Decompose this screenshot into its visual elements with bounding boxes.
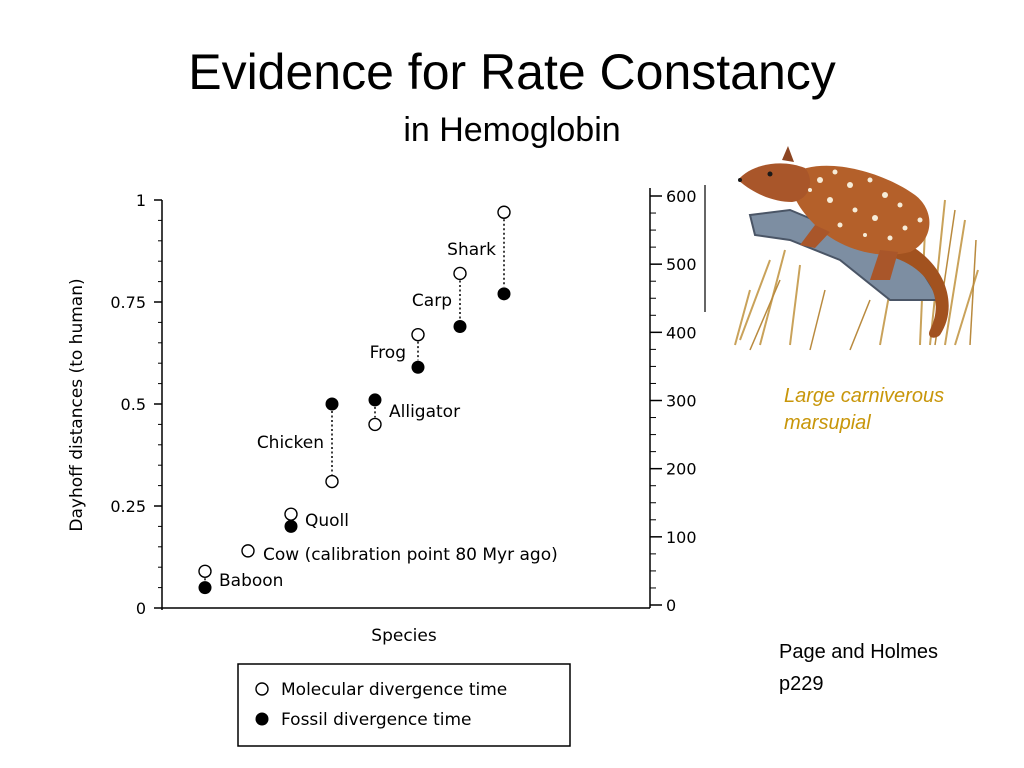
species-label: Quoll (305, 511, 349, 531)
fossil-point (411, 360, 425, 374)
y2-tick-label: 0 (666, 596, 676, 615)
y-axis-label: Dayhoff distances (to human) (67, 278, 87, 531)
species-label: Baboon (219, 571, 283, 591)
y-tick-label: 0.25 (110, 497, 146, 516)
legend-fossil-marker (255, 712, 269, 726)
y2-tick-label: 300 (666, 392, 697, 411)
species-label: Shark (447, 240, 496, 260)
molecular-point (497, 205, 511, 219)
y-tick-label: 0.75 (110, 293, 146, 312)
fossil-point (368, 393, 382, 407)
y2-tick-label: 400 (666, 323, 697, 342)
molecular-point (453, 266, 467, 281)
legend-molecular-marker (255, 682, 269, 696)
molecular-point (411, 327, 425, 342)
y-tick-label: 0.5 (121, 395, 146, 414)
y2-tick-label: 100 (666, 528, 697, 547)
x-axis-label: Species (371, 626, 437, 646)
legend-label: Fossil divergence time (281, 710, 472, 730)
y2-tick-label: 600 (666, 187, 697, 206)
fossil-point (497, 287, 511, 301)
fossil-point (198, 581, 212, 595)
fossil-point (325, 397, 339, 411)
illustration-caption: Large carniverous marsupial (784, 383, 944, 437)
molecular-point (284, 507, 298, 521)
y-tick-label: 1 (136, 191, 146, 210)
citation-line-2: p229 (779, 673, 824, 695)
species-label: Carp (412, 291, 452, 311)
fossil-point (284, 519, 298, 533)
molecular-point (325, 474, 339, 489)
quoll-illustration (734, 146, 979, 351)
caption-line-1: Large carniverous (784, 385, 945, 407)
legend-box (237, 663, 571, 747)
caption-line-2: marsupial (784, 412, 871, 434)
species-label: Alligator (389, 402, 460, 422)
citation-line-1: Page and Holmes (779, 641, 938, 663)
molecular-point (241, 544, 255, 558)
molecular-point (368, 417, 382, 432)
y2-tick-label: 200 (666, 460, 697, 479)
y2-tick-label: 500 (666, 255, 697, 274)
y-tick-label: 0 (136, 599, 146, 618)
species-label: Chicken (257, 433, 324, 453)
molecular-point (198, 564, 212, 578)
slide-subtitle: in Hemoglobin (403, 111, 621, 149)
fossil-point (453, 319, 467, 333)
species-label: Cow (calibration point 80 Myr ago) (263, 545, 558, 565)
citation: Page and Holmes p229 (779, 636, 938, 700)
slide-title: Evidence for Rate Constancy (188, 44, 836, 100)
species-label: Frog (370, 343, 406, 363)
legend-label: Molecular divergence time (281, 680, 507, 700)
